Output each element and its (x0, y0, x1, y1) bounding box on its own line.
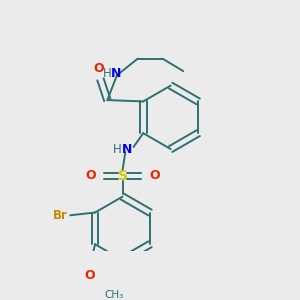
Text: O: O (149, 169, 160, 182)
Text: N: N (122, 143, 132, 156)
Text: O: O (85, 169, 96, 182)
Text: N: N (110, 67, 121, 80)
Text: H: H (103, 67, 112, 80)
Text: Br: Br (53, 209, 68, 222)
Text: S: S (118, 169, 128, 183)
Text: O: O (94, 62, 104, 75)
Text: CH₃: CH₃ (105, 290, 124, 300)
Text: H: H (112, 143, 122, 156)
Text: O: O (84, 269, 95, 283)
